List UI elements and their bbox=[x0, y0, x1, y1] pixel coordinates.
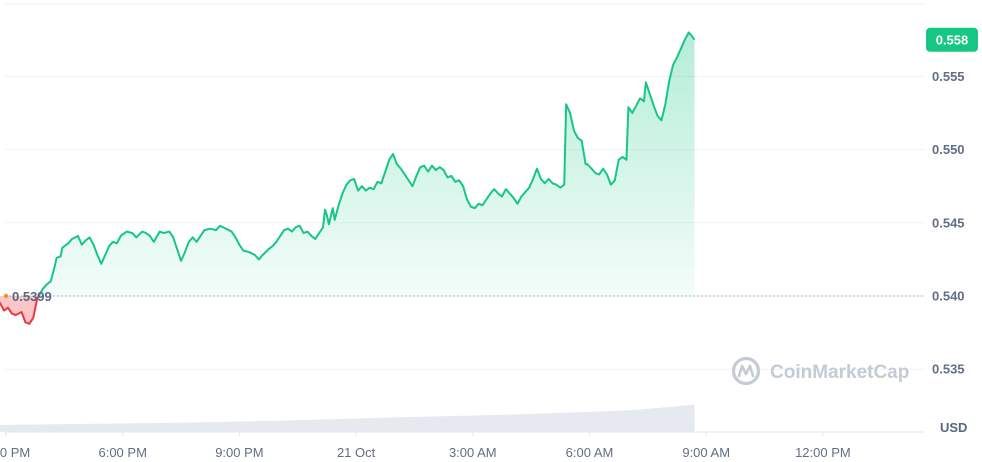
volume-bars bbox=[0, 404, 695, 432]
y-tick-label: 0.535 bbox=[932, 362, 965, 377]
x-tick-label: 6:00 PM bbox=[98, 445, 146, 460]
x-tick-label: 3:00 PM bbox=[0, 445, 30, 460]
x-axis: 3:00 PM 6:00 PM 9:00 PM 21 Oct 3:00 AM 6:00 A… bbox=[0, 432, 851, 460]
y-tick-label: 0.540 bbox=[932, 289, 965, 304]
watermark-text: CoinMarketCap bbox=[770, 362, 909, 383]
x-tick-label: 9:00 PM bbox=[215, 445, 263, 460]
area-fill-up bbox=[0, 32, 695, 296]
y-tick-label: 0.550 bbox=[932, 142, 965, 157]
watermark: CoinMarketCap bbox=[731, 356, 909, 386]
x-tick-label: 3:00 AM bbox=[449, 445, 497, 460]
last-price-text: 0.558 bbox=[936, 32, 969, 47]
y-tick-label: 0.545 bbox=[932, 215, 965, 230]
open-price-text: 0.5399 bbox=[12, 289, 52, 304]
x-tick-label: 12:00 PM bbox=[795, 445, 851, 460]
currency-unit-label: USD bbox=[940, 420, 967, 435]
price-line-up bbox=[37, 31, 696, 296]
volume-area bbox=[0, 404, 695, 432]
y-tick-label: 0.555 bbox=[932, 69, 965, 84]
price-series bbox=[0, 31, 696, 325]
last-price-badge: 0.558 bbox=[926, 27, 978, 52]
y-axis: 0.535 0.540 0.545 0.550 0.555 bbox=[932, 69, 965, 377]
x-tick-label: 9:00 AM bbox=[682, 445, 730, 460]
x-tick-label: 21 Oct bbox=[337, 445, 376, 460]
coinmarketcap-logo-icon bbox=[731, 356, 761, 386]
open-price-label: 0.5399 bbox=[3, 289, 52, 304]
x-tick-label: 6:00 AM bbox=[566, 445, 614, 460]
